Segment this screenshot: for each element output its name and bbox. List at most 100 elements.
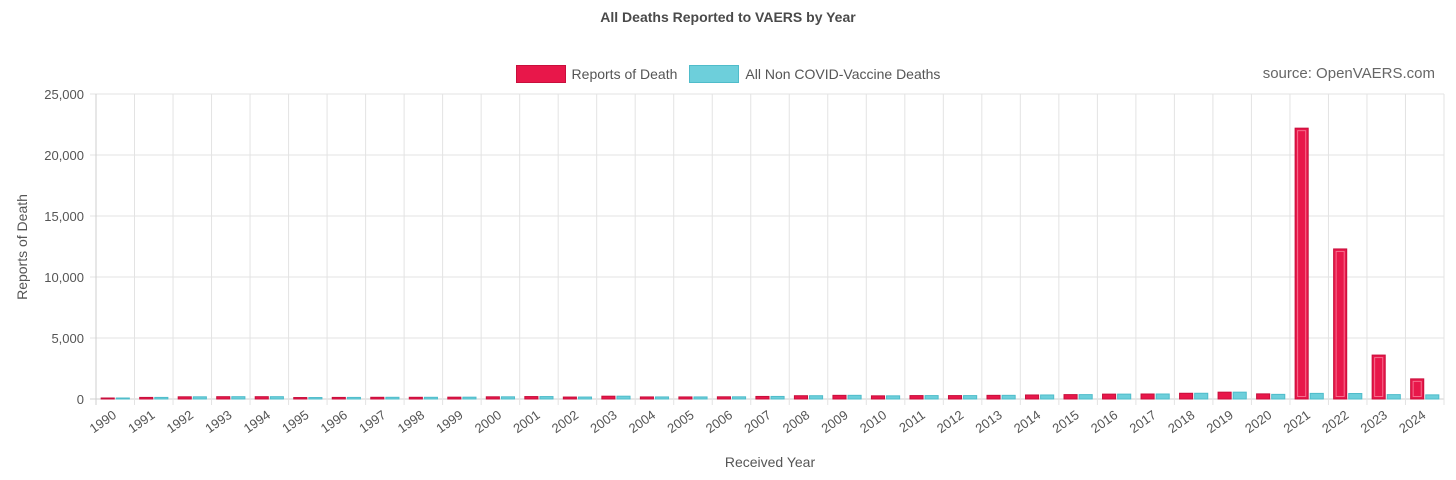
bar-non-covid-deaths-1991 xyxy=(154,396,169,400)
bar-non-covid-deaths-1996 xyxy=(346,396,361,400)
x-tick-label-2014: 2014 xyxy=(1011,407,1043,436)
bar-reports-of-death-1999 xyxy=(447,396,462,400)
x-tick-label-2007: 2007 xyxy=(741,407,773,436)
x-tick-label-2019: 2019 xyxy=(1204,407,1236,436)
bar-reports-of-death-2014 xyxy=(1025,394,1040,400)
x-tick-label-2018: 2018 xyxy=(1165,407,1197,436)
bar-reports-of-death-2001 xyxy=(524,396,539,400)
x-tick-label-1993: 1993 xyxy=(202,407,234,436)
bar-reports-of-death-2003 xyxy=(601,395,616,400)
bar-reports-of-death-1996 xyxy=(331,396,346,400)
y-tick-label: 10,000 xyxy=(44,270,84,285)
x-tick-label-2004: 2004 xyxy=(626,407,658,436)
bar-non-covid-deaths-2020 xyxy=(1271,393,1286,400)
bar-non-covid-deaths-2024 xyxy=(1425,394,1440,400)
x-tick-label-1990: 1990 xyxy=(87,407,119,436)
bar-non-covid-deaths-2018 xyxy=(1194,392,1209,400)
x-tick-label-1999: 1999 xyxy=(433,407,465,436)
bar-non-covid-deaths-2017 xyxy=(1155,393,1170,400)
bar-non-covid-deaths-2019 xyxy=(1232,391,1247,400)
bar-reports-of-death-1994 xyxy=(254,396,269,400)
x-tick-label-2002: 2002 xyxy=(549,407,581,436)
bar-non-covid-deaths-2022 xyxy=(1348,393,1363,400)
bars-layer xyxy=(100,127,1440,400)
bar-reports-of-death-2023 xyxy=(1371,354,1386,400)
bar-non-covid-deaths-1995 xyxy=(308,397,323,400)
x-tick-label-1992: 1992 xyxy=(164,407,196,436)
legend-item-reports-of-death[interactable]: Reports of Death xyxy=(515,65,677,83)
bar-non-covid-deaths-2016 xyxy=(1117,393,1132,400)
bar-reports-of-death-2022 xyxy=(1333,248,1348,400)
legend-item-non-covid-deaths[interactable]: All Non COVID-Vaccine Deaths xyxy=(689,65,940,83)
legend: Reports of Death All Non COVID-Vaccine D… xyxy=(0,65,1456,83)
bar-reports-of-death-1993 xyxy=(216,396,231,400)
bar-reports-of-death-2004 xyxy=(639,396,654,400)
bar-reports-of-death-2021 xyxy=(1294,127,1309,400)
bar-reports-of-death-2002 xyxy=(562,396,577,400)
bar-non-covid-deaths-1994 xyxy=(269,396,284,400)
x-tick-label-2016: 2016 xyxy=(1088,407,1120,436)
bar-reports-of-death-2024 xyxy=(1410,378,1425,400)
bar-reports-of-death-1995 xyxy=(293,397,308,400)
bar-non-covid-deaths-1990 xyxy=(115,397,130,400)
bar-non-covid-deaths-2011 xyxy=(924,395,939,400)
bar-non-covid-deaths-2013 xyxy=(1001,394,1016,400)
bar-non-covid-deaths-2002 xyxy=(577,396,593,400)
bar-reports-of-death-1998 xyxy=(408,396,423,400)
x-tick-labels: 1990 1991 1992 1993 1994 1995 1996 1997 1998 1999… xyxy=(87,407,1429,436)
bar-reports-of-death-2015 xyxy=(1063,394,1078,400)
x-tick-label-2011: 2011 xyxy=(896,407,928,435)
bar-non-covid-deaths-1998 xyxy=(423,396,438,400)
x-tick-label-2006: 2006 xyxy=(703,407,735,436)
x-tick-label-2024: 2024 xyxy=(1396,407,1428,436)
legend-label-non-covid-deaths: All Non COVID-Vaccine Deaths xyxy=(745,66,941,82)
bar-reports-of-death-1992 xyxy=(177,396,192,400)
bar-non-covid-deaths-2004 xyxy=(654,396,670,400)
bar-non-covid-deaths-1992 xyxy=(192,396,207,400)
y-tick-label: 25,000 xyxy=(44,87,84,102)
bar-reports-of-death-2018 xyxy=(1179,392,1194,400)
x-tick-label-2021: 2021 xyxy=(1281,407,1313,436)
bar-non-covid-deaths-2023 xyxy=(1386,394,1401,400)
grid-layer xyxy=(90,93,1445,405)
source-note: source: OpenVAERS.com xyxy=(1262,65,1435,82)
x-tick-label-1995: 1995 xyxy=(279,407,311,436)
x-tick-label-2000: 2000 xyxy=(472,407,504,436)
bar-highlight-2021 xyxy=(1297,130,1307,397)
x-tick-label-2001: 2001 xyxy=(510,407,542,436)
y-tick-label: 15,000 xyxy=(44,209,84,224)
legend-swatch-non-covid-deaths xyxy=(689,65,740,83)
bar-reports-of-death-2017 xyxy=(1140,393,1155,400)
y-tick-labels: 0 5,000 10,000 15,000 20,000 25,000 xyxy=(44,87,84,407)
bar-non-covid-deaths-1997 xyxy=(385,396,400,400)
x-tick-label-2008: 2008 xyxy=(780,407,812,436)
bar-non-covid-deaths-2001 xyxy=(539,396,554,400)
bar-reports-of-death-2011 xyxy=(909,395,924,400)
y-tick-label: 0 xyxy=(77,392,84,407)
x-tick-label-1996: 1996 xyxy=(318,407,350,436)
bar-reports-of-death-2006 xyxy=(716,396,731,400)
bar-reports-of-death-1997 xyxy=(370,396,385,400)
bar-reports-of-death-2005 xyxy=(678,396,693,400)
bar-non-covid-deaths-1993 xyxy=(231,396,246,400)
bar-reports-of-death-2012 xyxy=(947,395,963,400)
bar-reports-of-death-2013 xyxy=(986,394,1001,400)
x-tick-label-2023: 2023 xyxy=(1358,407,1390,436)
bar-non-covid-deaths-2012 xyxy=(963,395,978,400)
bar-reports-of-death-2019 xyxy=(1217,391,1232,400)
x-tick-label-1991: 1991 xyxy=(125,407,157,436)
x-tick-label-2012: 2012 xyxy=(934,407,966,436)
x-tick-label-2013: 2013 xyxy=(973,407,1005,436)
bar-non-covid-deaths-2000 xyxy=(500,396,515,400)
bar-reports-of-death-1990 xyxy=(100,397,115,400)
chart-title: All Deaths Reported to VAERS by Year xyxy=(600,9,856,25)
x-tick-label-2017: 2017 xyxy=(1127,407,1159,436)
bar-reports-of-death-2010 xyxy=(870,395,886,400)
bar-highlight-2023 xyxy=(1374,357,1384,397)
legend-swatch-reports-of-death xyxy=(515,65,566,83)
bar-non-covid-deaths-2005 xyxy=(693,396,708,400)
bar-non-covid-deaths-2006 xyxy=(731,396,747,400)
bar-reports-of-death-2000 xyxy=(485,396,500,400)
y-axis-title: Reports of Death xyxy=(14,194,30,300)
